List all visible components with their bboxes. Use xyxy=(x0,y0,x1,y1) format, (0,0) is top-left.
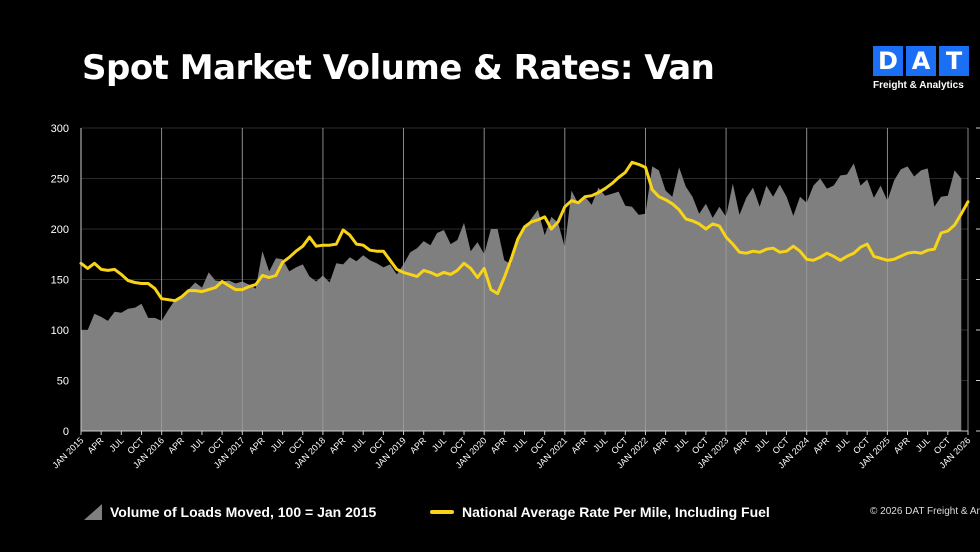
x-tick-label: JUL xyxy=(752,435,770,453)
x-tick-label: APR xyxy=(489,435,510,456)
x-tick-label: APR xyxy=(811,435,832,456)
x-tick-label: APR xyxy=(892,435,913,456)
y-tick-label: 250 xyxy=(51,174,69,186)
x-tick-label: APR xyxy=(650,435,671,456)
x-tick-label: JUL xyxy=(914,435,932,453)
x-tick-label: APR xyxy=(408,435,429,456)
x-tick-label: JUL xyxy=(833,435,851,453)
logo-letter: D xyxy=(873,46,903,76)
y-tick-label: 300 xyxy=(51,123,69,135)
legend-rate: National Average Rate Per Mile, Includin… xyxy=(430,504,770,520)
copyright-notice: © 2026 DAT Freight & An xyxy=(870,506,980,517)
y-tick-label: 200 xyxy=(51,224,69,236)
x-tick-label: JUL xyxy=(672,435,690,453)
logo-subtitle: Freight & Analytics xyxy=(873,80,964,91)
x-tick-label: APR xyxy=(166,435,187,456)
y-tick-label: 50 xyxy=(57,376,69,388)
x-tick-label: JUL xyxy=(591,435,609,453)
x-tick-label: APR xyxy=(85,435,106,456)
x-tick-label: JUL xyxy=(107,435,125,453)
x-tick-label: JAN 2015 xyxy=(50,435,85,470)
legend-volume: Volume of Loads Moved, 100 = Jan 2015 xyxy=(84,504,376,520)
x-tick-label: APR xyxy=(327,435,348,456)
legend-rate-label: National Average Rate Per Mile, Includin… xyxy=(462,504,770,520)
x-tick-label: APR xyxy=(731,435,752,456)
volume-series xyxy=(81,128,969,431)
volume-area xyxy=(81,163,962,431)
x-tick-label: JUL xyxy=(430,435,448,453)
x-tick-label: APR xyxy=(569,435,590,456)
x-tick-label: APR xyxy=(247,435,268,456)
x-tick-label: JUL xyxy=(349,435,367,453)
area-swatch-icon xyxy=(84,504,102,520)
y-tick-label: 100 xyxy=(51,325,69,337)
x-tick-label: JUL xyxy=(269,435,287,453)
logo-letter: A xyxy=(906,46,936,76)
dat-logo: D A T Freight & Analytics xyxy=(873,46,969,91)
legend-volume-label: Volume of Loads Moved, 100 = Jan 2015 xyxy=(110,504,377,520)
chart-title: Spot Market Volume & Rates: Van xyxy=(82,48,715,88)
x-tick-label: JUL xyxy=(188,435,206,453)
y-tick-label: 0 xyxy=(63,426,69,438)
line-swatch-icon xyxy=(430,510,454,514)
rate-line xyxy=(79,160,970,303)
x-tick-label: JUL xyxy=(511,435,529,453)
rate-series xyxy=(79,160,970,303)
y-tick-label: 150 xyxy=(51,275,69,287)
logo-letter: T xyxy=(939,46,969,76)
